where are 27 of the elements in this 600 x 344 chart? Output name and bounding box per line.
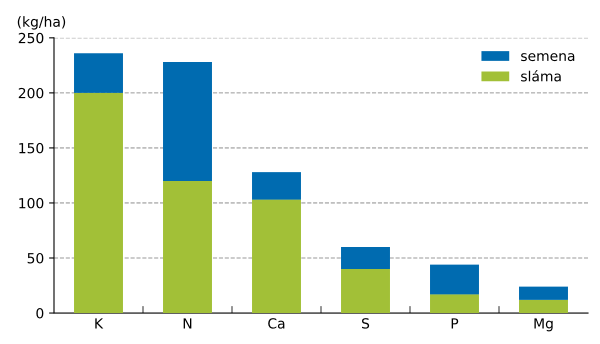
y-tick-label: 250 [18, 32, 44, 44]
y-tick-label: 0 [36, 308, 44, 319]
bar [74, 92, 123, 314]
x-tick-label: K [95, 318, 104, 328]
y-tick-label: 150 [19, 142, 44, 154]
bar [430, 294, 479, 314]
bar [519, 300, 568, 314]
bar [430, 264, 479, 294]
x-tick-label: Ca [268, 318, 284, 329]
bar [163, 62, 212, 181]
bar [252, 172, 301, 200]
bar [519, 286, 568, 300]
y-tick-label: 200 [18, 88, 44, 98]
bar [341, 269, 390, 314]
bar [341, 246, 390, 270]
x-tick-label: N [184, 318, 192, 328]
bar [252, 200, 301, 314]
bar [74, 53, 123, 93]
y-axis-title: (kg/ha) [18, 16, 66, 30]
legend-label: semena [521, 53, 574, 62]
x-tick-label: S [362, 318, 370, 329]
x-tick-label: Mg [534, 318, 553, 332]
x-tick-label: P [452, 318, 458, 328]
bar [163, 180, 212, 314]
legend-label: sláma [521, 70, 561, 82]
y-tick-label: 50 [28, 252, 44, 264]
y-tick-label: 100 [19, 198, 44, 208]
